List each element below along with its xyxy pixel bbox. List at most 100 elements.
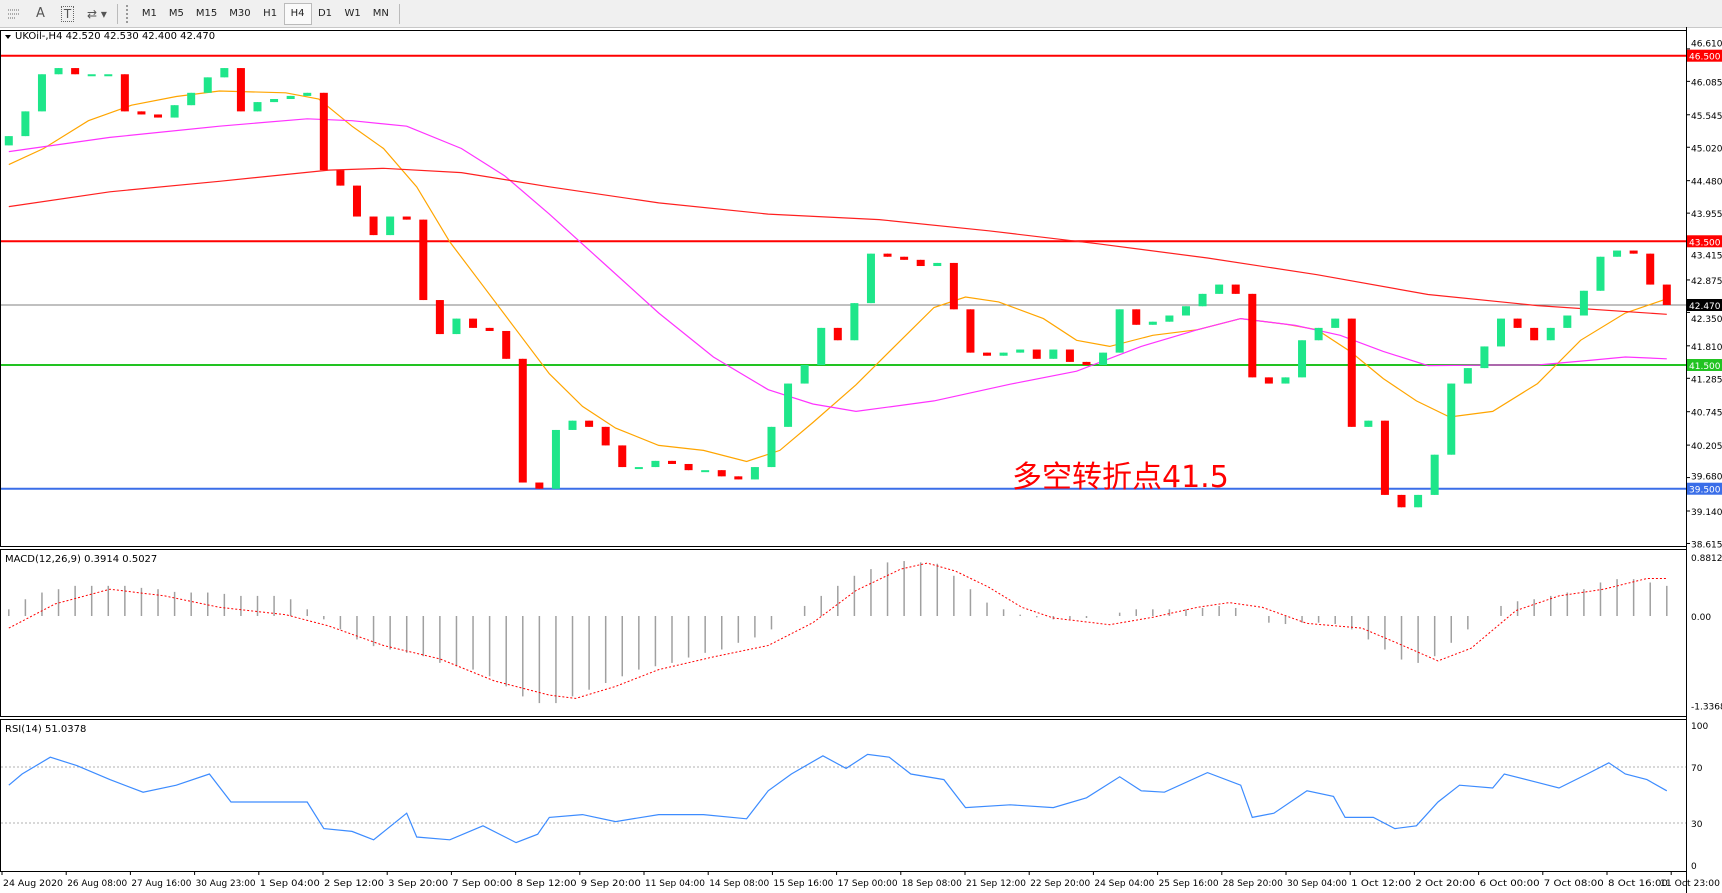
candle bbox=[1463, 368, 1472, 384]
crosshair-grid-icon[interactable] bbox=[0, 3, 27, 25]
candle-body bbox=[833, 327, 842, 341]
moving-average-slow bbox=[8, 167, 1667, 315]
time-tick-label: 30 Aug 23:00 bbox=[196, 879, 256, 889]
candle bbox=[850, 303, 859, 341]
candle-body bbox=[435, 300, 444, 335]
candle bbox=[419, 219, 428, 301]
candle-body bbox=[1132, 309, 1141, 325]
candle bbox=[800, 365, 809, 384]
candle-body bbox=[1032, 349, 1041, 359]
rsi-tick-label: 70 bbox=[1691, 764, 1703, 774]
candle bbox=[270, 99, 279, 103]
candle-body bbox=[684, 463, 693, 471]
candle bbox=[1248, 293, 1257, 378]
candle-body bbox=[1463, 368, 1472, 384]
toolbar-grip[interactable] bbox=[125, 4, 132, 23]
candle bbox=[1447, 383, 1456, 455]
candle bbox=[502, 330, 511, 359]
candle-body bbox=[1414, 494, 1423, 508]
timeframe-mn-button[interactable]: MN bbox=[372, 8, 389, 19]
symbol-dropdown-icon[interactable] bbox=[5, 35, 11, 39]
rsi-panel bbox=[0, 719, 1687, 872]
candle-body bbox=[916, 259, 925, 267]
text-label-tool-label: T bbox=[60, 5, 75, 22]
price-tick-label: 40.745 bbox=[1691, 409, 1722, 419]
candle bbox=[1215, 284, 1224, 294]
candle bbox=[1132, 309, 1141, 325]
timeframe-m5-button[interactable]: M5 bbox=[168, 8, 184, 19]
price-chart[interactable]: UKOil-,H4 42.520 42.530 42.400 42.470 MAC… bbox=[0, 27, 1722, 893]
price-tick-label: 41.810 bbox=[1691, 343, 1722, 353]
candle bbox=[435, 300, 444, 335]
candle bbox=[1032, 349, 1041, 359]
candle bbox=[900, 256, 909, 260]
timeframe-m1-button[interactable]: M1 bbox=[141, 8, 157, 19]
candle-body bbox=[1165, 315, 1174, 322]
timeframe-h4-button[interactable]: H4 bbox=[283, 2, 312, 25]
candle-body bbox=[87, 74, 96, 77]
candle-body bbox=[120, 74, 129, 112]
timeframe-h1-button[interactable]: H1 bbox=[263, 8, 278, 19]
candle bbox=[817, 327, 826, 365]
candle-body bbox=[717, 470, 726, 477]
candle-body bbox=[734, 476, 743, 480]
candle-body bbox=[1530, 327, 1539, 341]
candle bbox=[1082, 361, 1091, 365]
price-tick-label: 38.615 bbox=[1691, 540, 1722, 550]
candle-body bbox=[784, 383, 793, 427]
timeframe-m15-button[interactable]: M15 bbox=[195, 8, 218, 19]
candle-body bbox=[1513, 318, 1522, 328]
arrows-icon[interactable]: ⇄ ▾ bbox=[87, 6, 107, 21]
candle-body bbox=[170, 105, 179, 118]
candle-body bbox=[800, 365, 809, 384]
candle-body bbox=[402, 216, 411, 220]
time-tick-label: 2 Sep 12:00 bbox=[324, 879, 384, 889]
candle bbox=[1181, 306, 1190, 316]
candle-body bbox=[701, 470, 710, 473]
time-tick-label: 18 Sep 08:00 bbox=[902, 879, 962, 889]
candle-body bbox=[319, 92, 328, 171]
candle bbox=[1115, 309, 1124, 353]
candle bbox=[71, 68, 80, 75]
candle bbox=[933, 262, 942, 267]
text-label-icon[interactable]: T bbox=[54, 3, 81, 25]
candle bbox=[1099, 352, 1108, 365]
candle-body bbox=[485, 327, 494, 331]
candle-body bbox=[452, 318, 461, 335]
candle-body bbox=[4, 136, 13, 146]
timeframe-d1-button[interactable]: D1 bbox=[317, 8, 333, 19]
candle bbox=[668, 460, 676, 464]
macd-panel bbox=[0, 549, 1687, 717]
candle-body bbox=[1148, 321, 1157, 325]
candle bbox=[701, 470, 710, 473]
text-icon[interactable]: A bbox=[27, 3, 54, 25]
time-tick-label: 30 Sep 04:00 bbox=[1287, 879, 1347, 889]
candle-body bbox=[535, 482, 544, 489]
candle-body bbox=[1215, 284, 1224, 294]
candle-body bbox=[21, 111, 30, 137]
timeframe-m30-button[interactable]: M30 bbox=[229, 8, 251, 19]
macd-title: MACD(12,26,9) 0.3914 0.5027 bbox=[5, 554, 157, 565]
candle-body bbox=[933, 262, 942, 267]
main-panel bbox=[0, 30, 1687, 547]
candle-body bbox=[1380, 420, 1389, 495]
toolbar: A T ⇄ ▾ M1 M5 M15 M30 H1 H4 D1 W1 MN bbox=[0, 0, 1722, 28]
candle bbox=[170, 105, 179, 118]
candle bbox=[767, 426, 776, 468]
candle bbox=[37, 74, 46, 112]
candle-body bbox=[767, 426, 776, 468]
current-price-label: 42.470 bbox=[1689, 302, 1721, 312]
macd-tick-label: 0.8812 bbox=[1691, 554, 1722, 564]
candle bbox=[1430, 454, 1439, 495]
candle bbox=[651, 460, 660, 468]
timeframe-w1-button[interactable]: W1 bbox=[344, 8, 361, 19]
candle-body bbox=[1264, 377, 1273, 384]
text-tool-label: A bbox=[36, 6, 45, 21]
candle bbox=[883, 253, 892, 257]
candle bbox=[1579, 290, 1588, 316]
candle-body bbox=[286, 95, 295, 100]
candle bbox=[253, 102, 262, 112]
candle bbox=[1513, 318, 1522, 328]
candle bbox=[966, 309, 975, 353]
candle bbox=[220, 68, 229, 78]
